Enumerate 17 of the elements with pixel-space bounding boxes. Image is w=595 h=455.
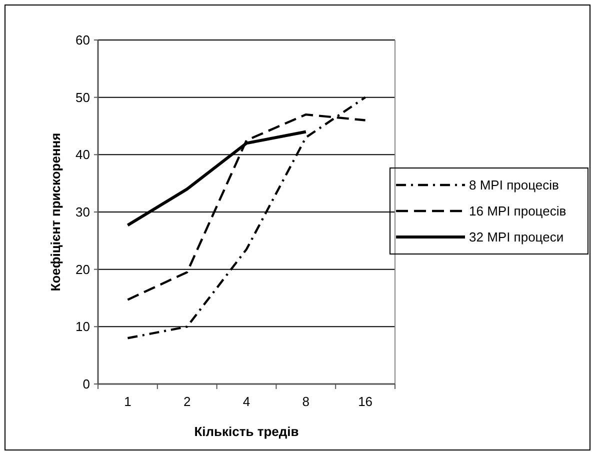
text: 8 MPI процесів [469, 178, 559, 193]
x-tick-label: 4 [242, 394, 250, 409]
text: 16 MPI процесів [469, 204, 566, 219]
x-axis-title: Кількість тредів [194, 424, 299, 439]
y-tick-label: 30 [76, 204, 90, 220]
x-tick-label: 16 [358, 394, 373, 409]
x-tick-label: 1 [124, 394, 132, 409]
text: 32 MPI процеси [469, 230, 564, 245]
x-tick-label: 8 [302, 394, 310, 409]
y-tick-label: 50 [76, 90, 90, 105]
y-tick-label: 60 [76, 32, 90, 48]
y-tick-label: 0 [82, 376, 90, 392]
x-tick-label: 2 [183, 394, 191, 409]
y-tick-label: 40 [76, 147, 90, 162]
y-axis-title: Коефіцієнт прискорення [48, 132, 63, 292]
y-tick-label: 20 [76, 262, 90, 277]
y-tick-label: 10 [76, 319, 90, 334]
